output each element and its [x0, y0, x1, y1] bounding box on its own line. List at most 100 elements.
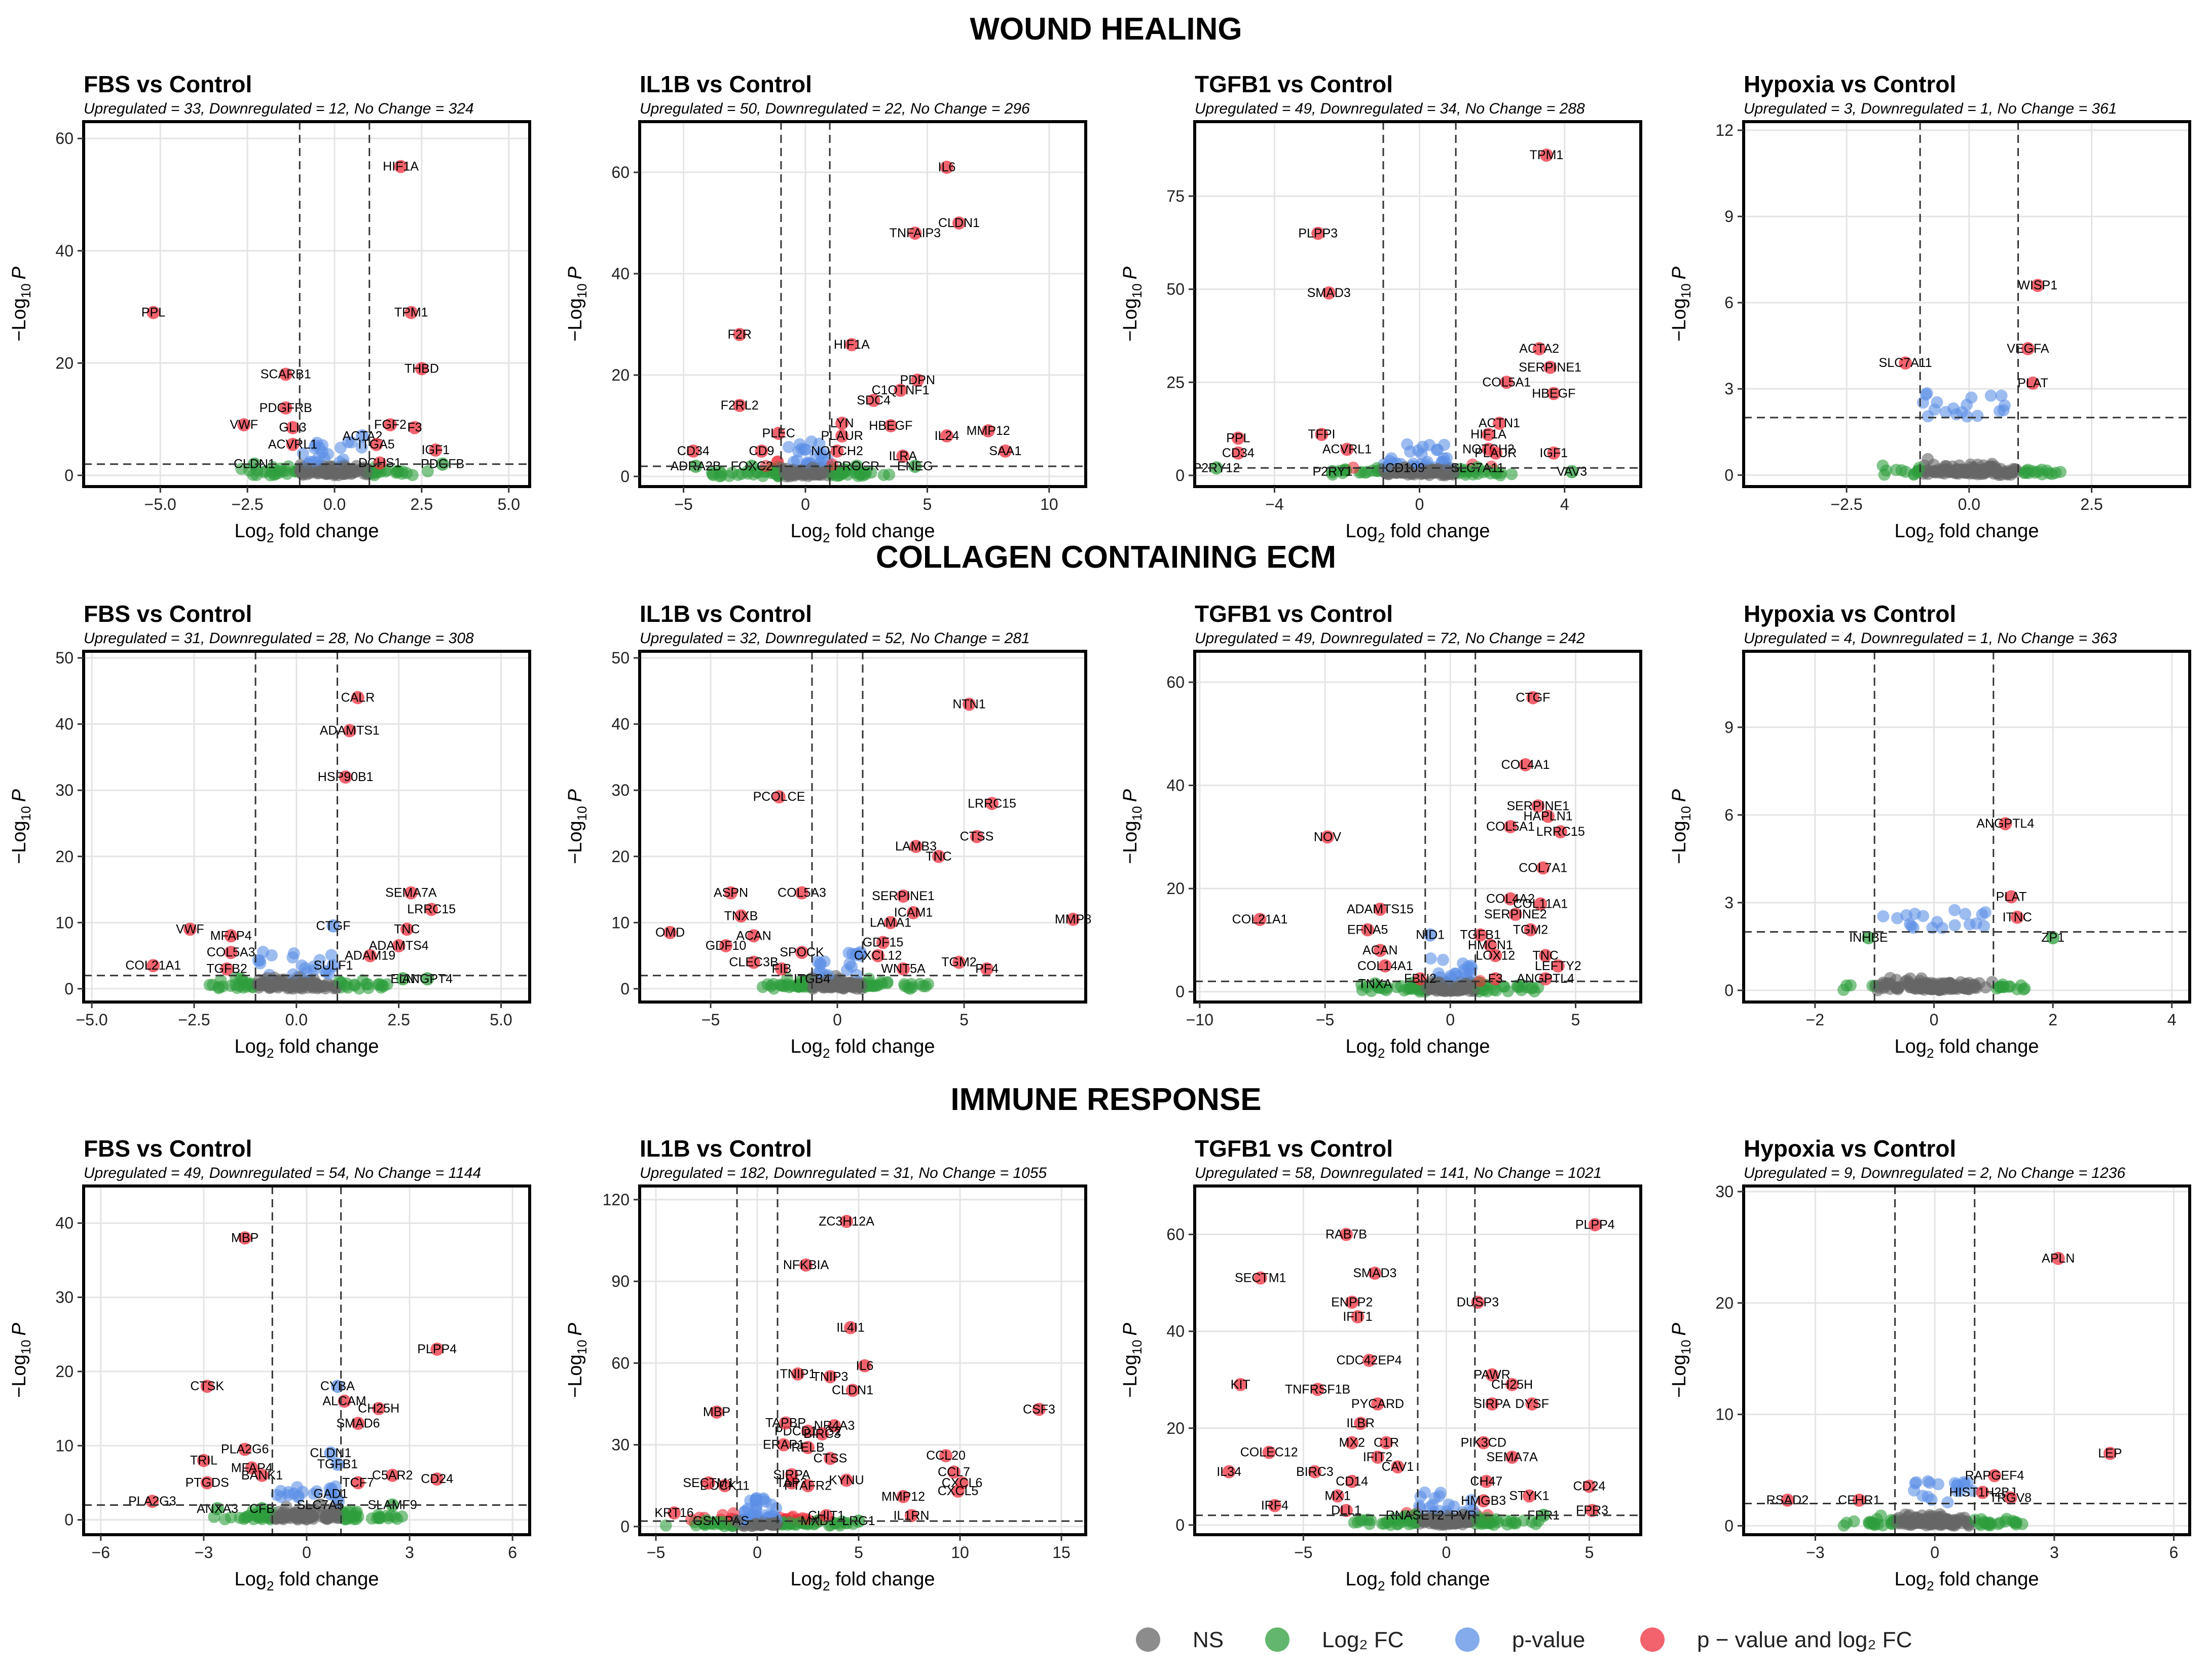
- x-axis-label-tail: fold change: [830, 521, 935, 542]
- y-axis-label-p: P: [1669, 1322, 1690, 1336]
- data-point: [1892, 1517, 1904, 1530]
- gene-label-rapgef4: RAPGEF4: [1965, 1469, 2024, 1483]
- data-point: [843, 957, 856, 970]
- gene-label-aspn: ASPN: [714, 886, 748, 900]
- volcano-panel-12: Hypoxia vs Control Upregulated = 9, Downr…: [1669, 1135, 2191, 1593]
- data-point: [1501, 1518, 1514, 1531]
- panel-subtitle: Upregulated = 3, Downregulated = 1, No C…: [1744, 100, 2117, 117]
- gene-point-itnc: [2010, 910, 2024, 924]
- gene-label-cd9: CD9: [749, 444, 774, 458]
- data-point: [1414, 1491, 1427, 1503]
- y-axis-label-sub: 10: [1678, 806, 1693, 821]
- plot-frame: [1742, 1184, 2191, 1536]
- gene-point-col21a1: [146, 959, 160, 973]
- gene-label-lama1: LAMA1: [870, 915, 911, 930]
- gene-label-cd24: CD24: [421, 1472, 453, 1486]
- x-tick-label: −5: [1316, 1011, 1334, 1029]
- gene-label-cxcl12: CXCL12: [854, 949, 902, 963]
- plot-background: [84, 651, 530, 1002]
- data-point: [1891, 982, 1903, 994]
- gene-point-c1r: [1379, 1436, 1393, 1450]
- data-point: [1434, 1487, 1447, 1499]
- data-point: [1948, 919, 1961, 932]
- gene-point-zc3h12a: [840, 1214, 853, 1228]
- gene-label-tgfb1: TGFB1: [317, 1457, 358, 1471]
- gene-label-efna5: EFNA5: [1347, 923, 1388, 937]
- gene-label-apln: APLN: [2042, 1251, 2075, 1266]
- gene-point-bank1: [255, 1468, 269, 1482]
- data-point: [374, 1511, 386, 1524]
- data-point: [1404, 446, 1417, 458]
- gene-label-kynu: KYNU: [829, 1473, 864, 1488]
- gene-point-smad3: [1368, 1267, 1382, 1280]
- x-tick-label: 10: [951, 1543, 969, 1562]
- y-tick-label: 0: [64, 466, 73, 485]
- y-axis-label-main: −Log: [565, 821, 586, 864]
- plot-background: [1195, 122, 1641, 487]
- data-point: [839, 1517, 852, 1530]
- gene-label-rsad2: RSAD2: [1766, 1493, 1809, 1507]
- gene-label-pycard: PYCARD: [1351, 1397, 1404, 1411]
- y-tick-label: 60: [1166, 673, 1185, 691]
- data-point: [1995, 389, 2008, 402]
- gene-label-angptl4: ANGPTL4: [1976, 817, 2034, 831]
- x-tick-label: 0: [1415, 495, 1424, 513]
- x-axis-label-sub: 2: [267, 1046, 274, 1061]
- gene-point-ptgds: [200, 1476, 214, 1490]
- x-axis-label-main: Log: [1346, 521, 1378, 542]
- gene-point-cd24: [430, 1472, 444, 1486]
- gene-label-pdpn: PDPN: [900, 373, 935, 387]
- gene-label-hbegf: HBEGF: [869, 419, 912, 433]
- y-tick-label: 60: [55, 129, 73, 147]
- y-axis-label-main: −Log: [9, 298, 30, 342]
- gene-point-plpp3: [1311, 227, 1325, 240]
- y-tick-label: 50: [611, 649, 630, 667]
- data-point: [1891, 912, 1904, 924]
- gene-label-ctsk: CTSK: [190, 1379, 224, 1393]
- y-axis-label-main: −Log: [9, 821, 30, 864]
- gene-point-mmp12: [981, 424, 995, 437]
- gene-label-trgv8: TRGV8: [1989, 1491, 2032, 1505]
- gene-point-colec12: [1262, 1445, 1276, 1459]
- gene-label-birc3: BIRC3: [803, 1427, 841, 1441]
- gene-label-fib: FIB: [772, 962, 792, 976]
- data-point: [1998, 399, 2011, 412]
- gene-point-ctgf: [326, 919, 340, 933]
- data-point: [1878, 468, 1891, 481]
- data-point: [388, 1510, 401, 1523]
- data-point: [848, 980, 861, 993]
- gene-point-dysf: [1525, 1397, 1539, 1411]
- gene-point-serpine1: [1543, 360, 1557, 374]
- gene-point-pdcd1lg2: [801, 1424, 815, 1438]
- gene-point-col5a1: [1503, 820, 1517, 833]
- volcano-panel-9: FBS vs Control Upregulated = 49, Downregu…: [9, 1135, 531, 1593]
- y-axis-label-sub: 10: [18, 283, 33, 298]
- data-point: [1982, 461, 1995, 473]
- data-point: [1913, 462, 1926, 474]
- data-point: [1877, 910, 1890, 922]
- gene-label-cdc42ep4: CDC42EP4: [1336, 1353, 1402, 1367]
- data-point: [1902, 976, 1915, 989]
- gene-label-f2r: F2R: [728, 327, 752, 342]
- gene-point-notch2: [830, 444, 844, 458]
- gene-point-tnxb: [734, 909, 748, 923]
- x-tick-label: 0: [302, 1543, 311, 1562]
- gene-label-nov: NOV: [1314, 830, 1342, 844]
- legend-label-4: p − value and log₂ FC: [1697, 1627, 1912, 1652]
- gene-label-ptgds: PTGDS: [186, 1476, 229, 1490]
- gene-label-clec3b: CLEC3B: [729, 955, 778, 970]
- gene-label-col5a1: COL5A1: [1486, 820, 1535, 834]
- gene-label-f3: F3: [408, 421, 422, 435]
- gene-label-bank1: BANK1: [241, 1468, 283, 1482]
- data-point: [1954, 1512, 1967, 1525]
- gene-point-tap2: [785, 1476, 798, 1490]
- gene-label-wisp1: WISP1: [2018, 278, 2057, 292]
- x-axis-label: Log2 fold change: [235, 1569, 379, 1593]
- data-point: [750, 1493, 762, 1505]
- labeled-genes: ANGPTL4 PLAT ITNC INHBE ZP1: [1849, 817, 2064, 945]
- gene-label-saa1: SAA1: [989, 444, 1021, 458]
- data-point: [294, 465, 307, 477]
- gene-label-alcam: ALCAM: [322, 1394, 366, 1408]
- data-point: [1970, 917, 1982, 930]
- background-points: [203, 946, 393, 995]
